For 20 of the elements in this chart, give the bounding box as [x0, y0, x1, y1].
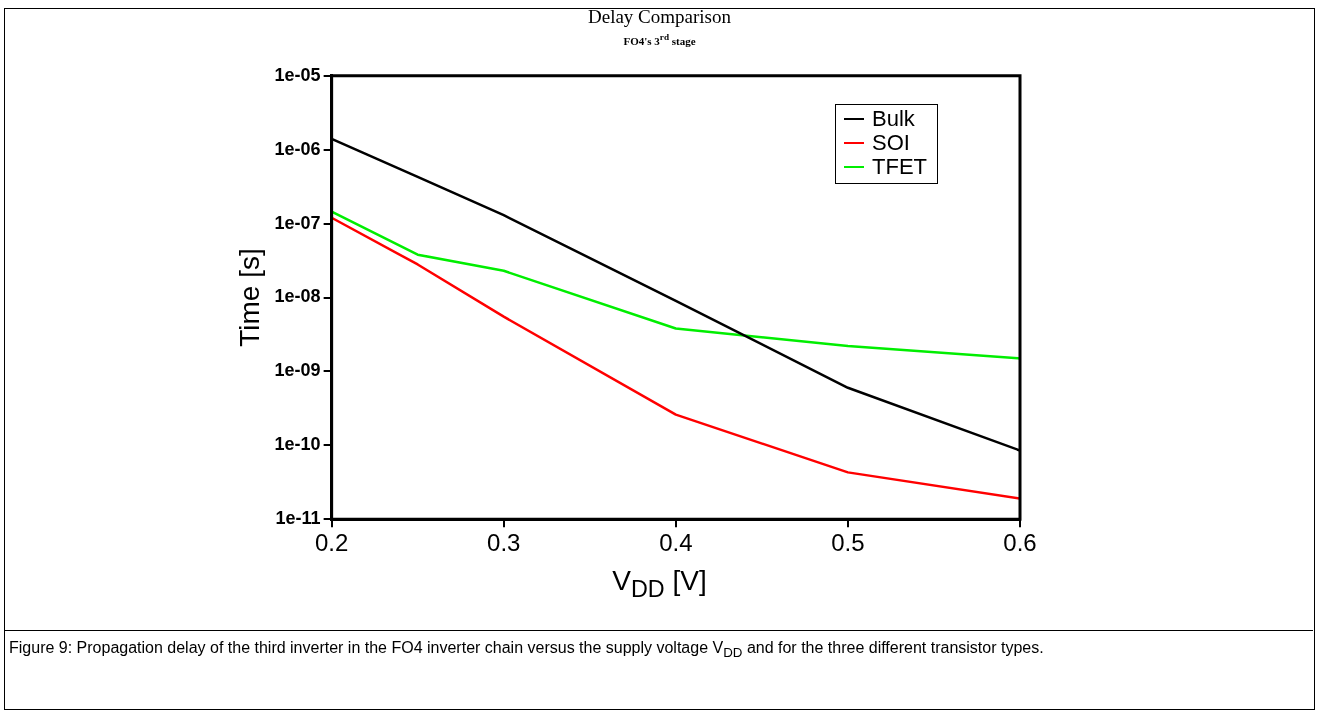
caption: Figure 9: Propagation delay of the third inverter in the FO4 inverter chain versus the supply voltage V$_{DD}$ and for the three different transistor types. — [9, 638, 1045, 663]
x-tick-label: 0.3 — [487, 529, 521, 557]
x-axis-title: V$_{DD}$ [V] — [611, 565, 708, 603]
x-tick-label: 0.4 — [659, 529, 693, 557]
y-tick-label: 1e-10 — [274, 434, 321, 455]
legend-label: Bulk — [872, 106, 915, 132]
y-tick-label: 1e-06 — [274, 138, 321, 159]
x-tick-label: 0.2 — [314, 529, 349, 557]
x-tick-label: 0.6 — [1003, 529, 1037, 557]
y-tick-label: 1e-09 — [274, 360, 321, 381]
legend-label: TFET — [872, 154, 927, 180]
chart-title: Delay Comparison — [587, 6, 732, 28]
y-axis-title: Time [s] — [233, 248, 265, 347]
y-tick-label: 1e-07 — [274, 212, 321, 233]
y-tick-label: 1e-08 — [274, 286, 321, 307]
chart-subtitle: FO4's 3$^{rd}$ stage — [622, 32, 697, 47]
y-tick-label: 1e-05 — [274, 64, 321, 85]
legend-label: SOI — [872, 130, 910, 156]
y-tick-label: 1e-11 — [275, 508, 321, 529]
x-tick-label: 0.5 — [831, 529, 865, 557]
